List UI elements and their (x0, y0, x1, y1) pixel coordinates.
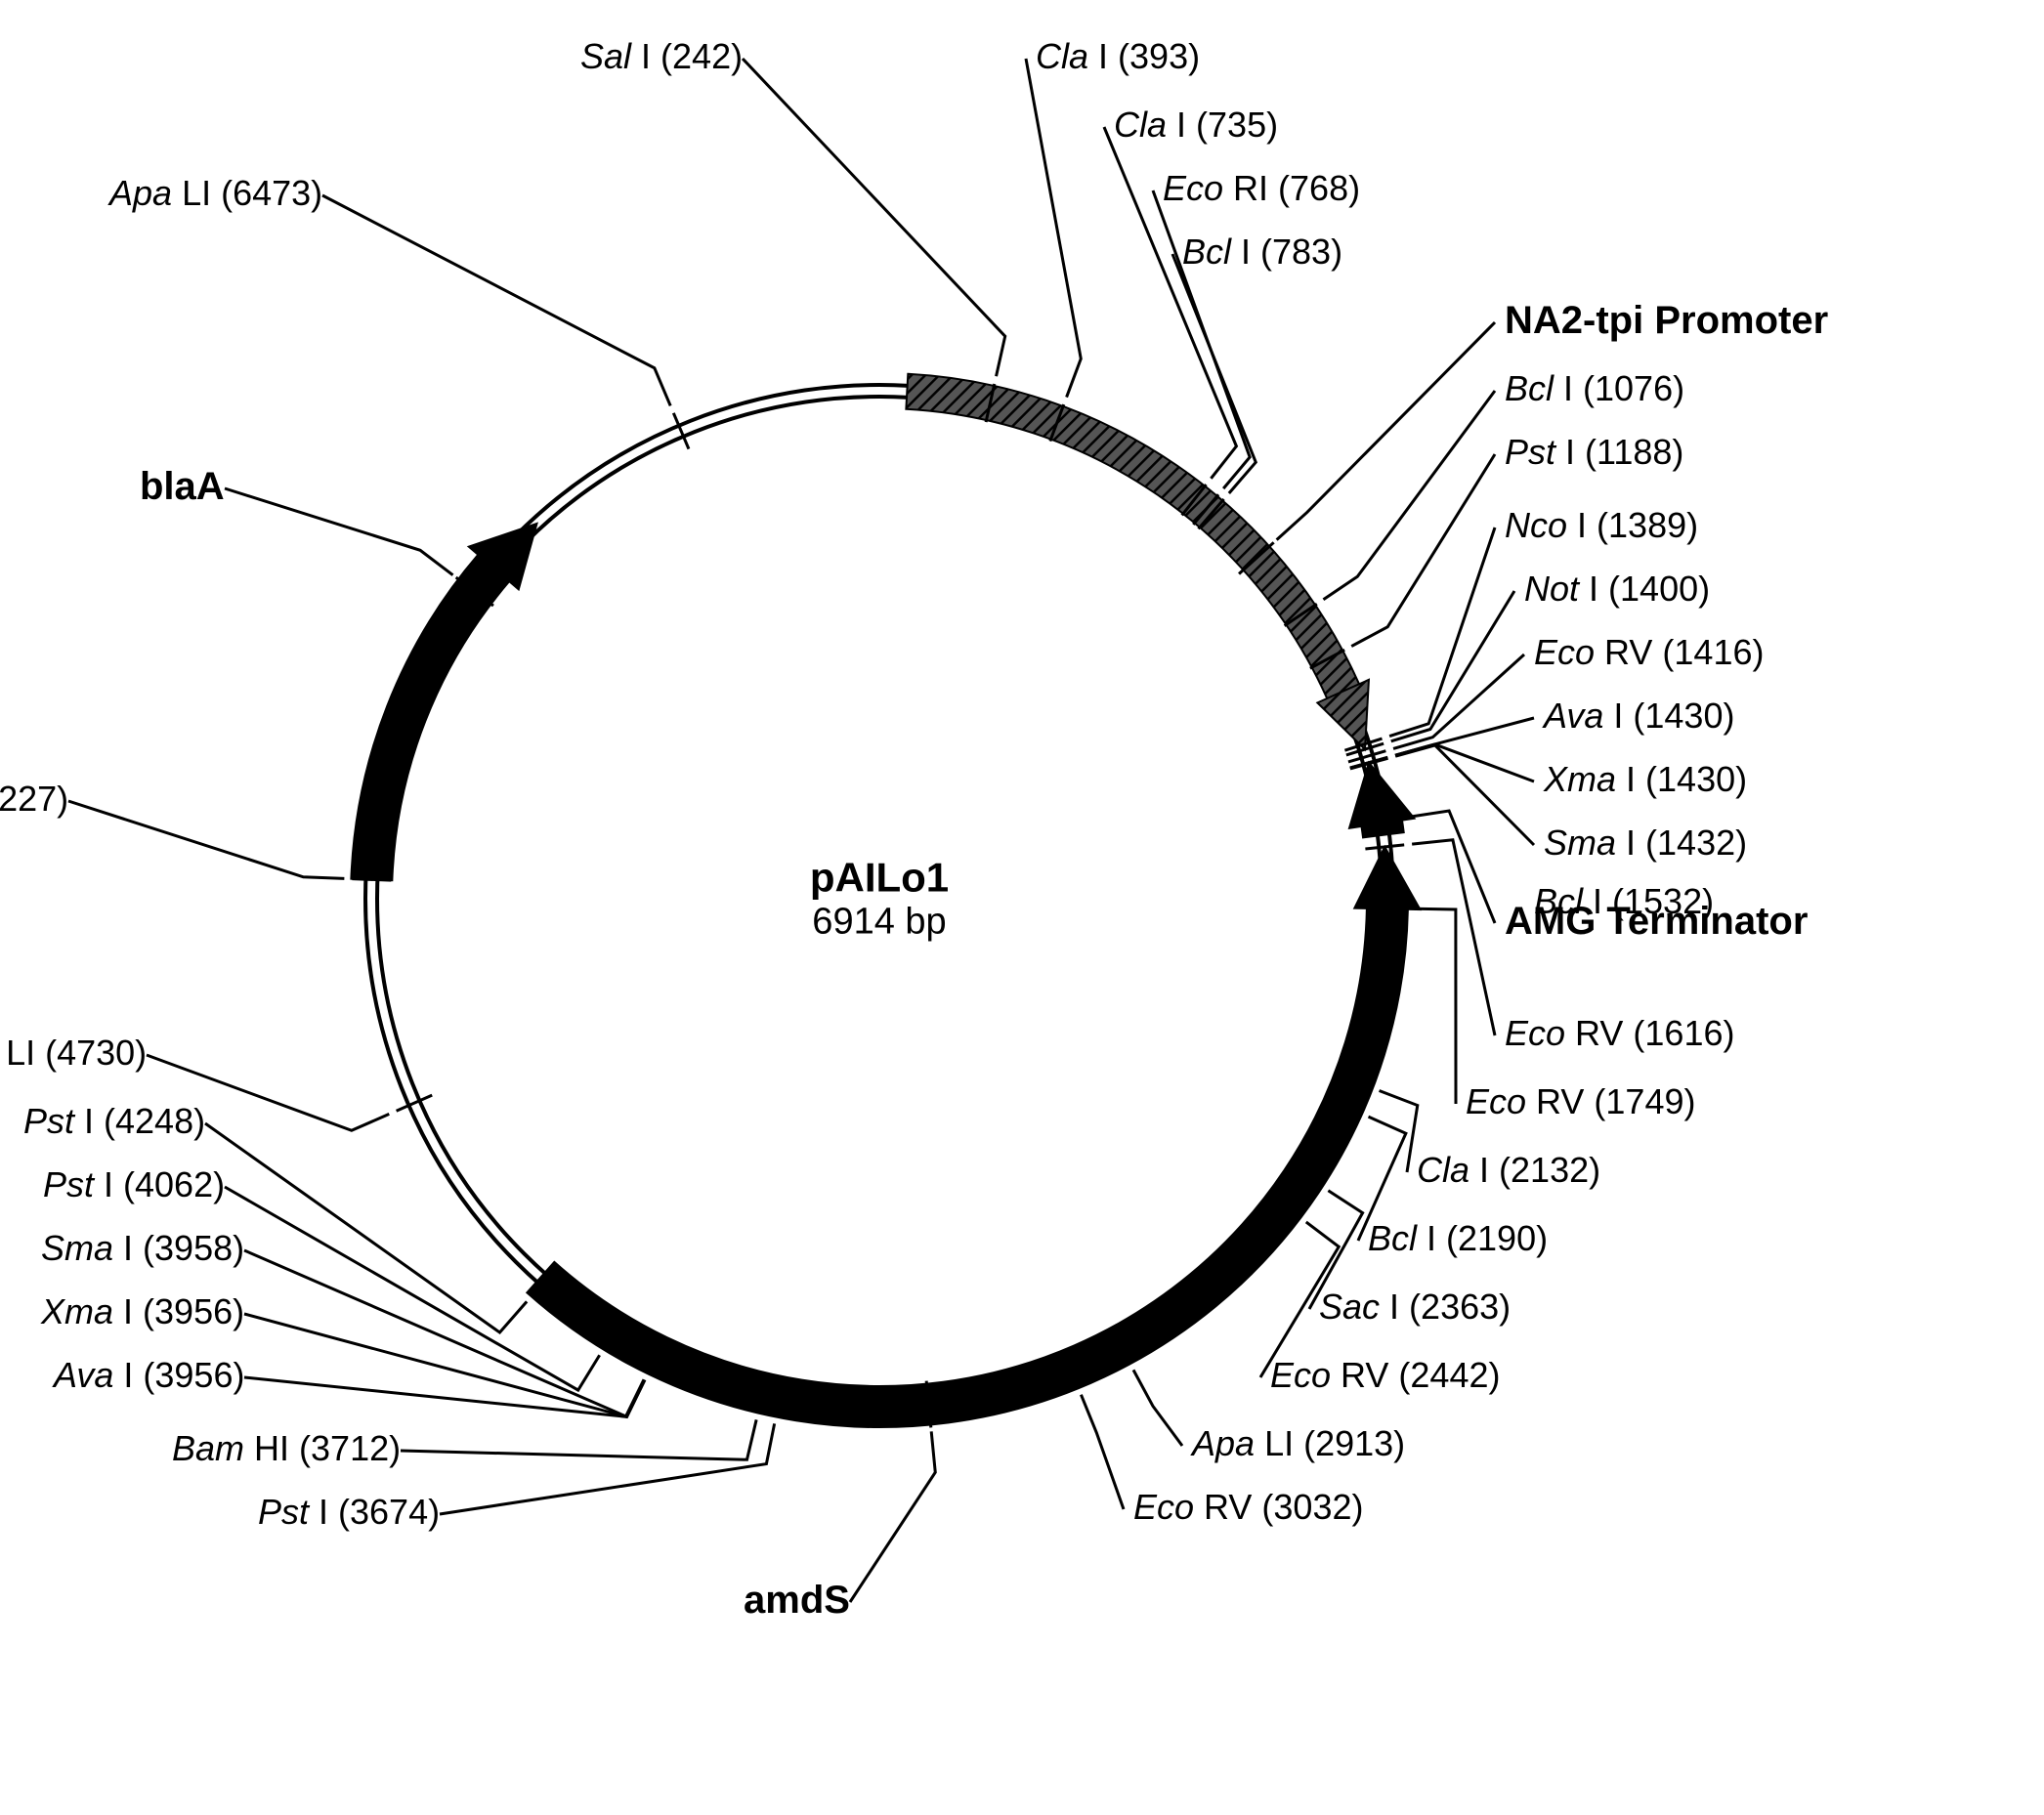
site-label: Eco RV (1616) (1505, 1014, 1734, 1053)
plasmid-size: 6914 bp (810, 902, 949, 944)
site-label: Bcl I (2190) (1368, 1219, 1548, 1258)
site-label: Bcl I (1076) (1505, 369, 1684, 408)
feature-label: amdS (744, 1579, 850, 1622)
site-label: Cla I (2132) (1417, 1151, 1600, 1190)
site-label: Apa LI (6473) (109, 174, 322, 213)
site-label: Sma I (1432) (1544, 823, 1747, 863)
site-label: Ava I (1430) (1544, 696, 1734, 736)
site-label: Pst I (4062) (43, 1165, 225, 1204)
site-label: Pst I (1188) (1505, 433, 1683, 472)
site-label: Sma I (3958) (41, 1229, 244, 1268)
plasmid-map: pAILo1 6914 bp Sal I (242) Cla I (393) Cla… (0, 0, 2044, 1815)
site-label: Sac I (2363) (1319, 1287, 1511, 1327)
site-label: Apa LI (2913) (1192, 1424, 1405, 1463)
site-label: Eco RV (3032) (1133, 1488, 1363, 1527)
feature-label: blaA (140, 465, 225, 508)
site-label: Xma I (3956) (41, 1292, 244, 1331)
site-label: Ava I (3956) (54, 1356, 244, 1395)
site-label: Cla I (735) (1114, 106, 1278, 145)
site-label: Apa LI (4730) (0, 1034, 147, 1073)
site-label: Apa LI (5227) (0, 780, 68, 819)
site-label: Eco RI (768) (1163, 169, 1360, 208)
site-label: Eco RV (1749) (1466, 1082, 1695, 1121)
plasmid-name: pAILo1 (810, 855, 949, 902)
site-label: Cla I (393) (1036, 37, 1200, 76)
site-label: Sal I (242) (580, 37, 743, 76)
site-label: Not I (1400) (1524, 570, 1710, 609)
site-label: Pst I (3674) (258, 1493, 440, 1532)
site-label: Bam HI (3712) (172, 1429, 401, 1468)
feature-label: NA2-tpi Promoter (1505, 299, 1828, 342)
site-label: Eco RV (2442) (1270, 1356, 1500, 1395)
site-label: Eco RV (1416) (1534, 633, 1764, 672)
site-label: Nco I (1389) (1505, 506, 1698, 545)
site-label: Pst I (4248) (23, 1102, 205, 1141)
site-label: Xma I (1430) (1544, 760, 1747, 799)
plasmid-title: pAILo1 6914 bp (810, 855, 949, 944)
feature-label: AMG Terminator (1505, 900, 1808, 943)
site-label: Bcl I (783) (1182, 232, 1342, 272)
